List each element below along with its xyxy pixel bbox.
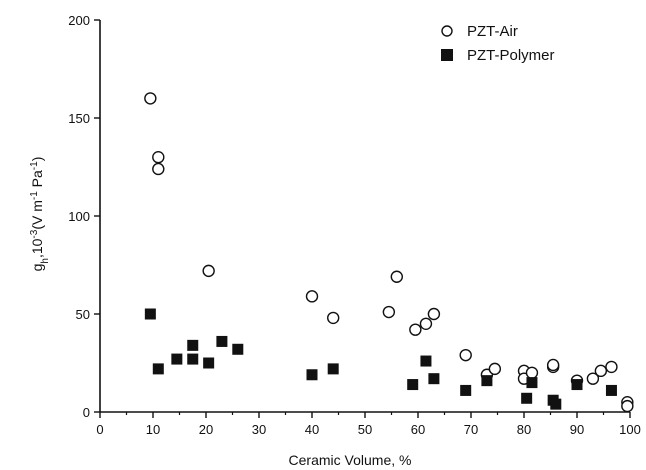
- y-tick-label: 200: [68, 13, 90, 28]
- pzt-polymer-point: [428, 373, 440, 385]
- pzt-air-point: [605, 360, 618, 374]
- pzt-polymer-point: [306, 369, 318, 381]
- pzt-polymer-point: [407, 379, 419, 391]
- pzt-polymer-point: [187, 339, 199, 351]
- pzt-air-point: [382, 305, 396, 319]
- x-tick-label: 0: [96, 422, 103, 437]
- legend-marker-pzt-air: [441, 25, 453, 37]
- y-axis-title-sub: h: [40, 258, 51, 264]
- pzt-polymer-point: [550, 398, 562, 410]
- x-tick-label: 70: [464, 422, 478, 437]
- x-axis-title: Ceramic Volume, %: [289, 452, 412, 468]
- x-tick-label: 80: [517, 422, 531, 437]
- pzt-air-point: [459, 348, 472, 362]
- y-axis-title-sup2: -1: [29, 191, 40, 200]
- legend-label: PZT-Air: [467, 23, 518, 40]
- y-axis-title-close: ): [29, 157, 45, 162]
- y-axis-title: gh,10-3(V m-1 Pa-1): [29, 157, 51, 272]
- pzt-air-point: [586, 372, 600, 385]
- legend-marker-pzt-polymer: [441, 49, 453, 61]
- pzt-air-point: [488, 362, 502, 376]
- pzt-polymer-point: [171, 353, 183, 365]
- pzt-air-point: [152, 162, 165, 176]
- data-marks: [144, 92, 634, 413]
- y-axis-title-mid: ,10: [29, 238, 45, 258]
- x-tick-label: 30: [252, 422, 266, 437]
- x-tick-label: 40: [305, 422, 319, 437]
- x-tick-label: 10: [146, 422, 160, 437]
- y-axis-title-prefix: g: [29, 264, 45, 272]
- pzt-polymer-point: [203, 357, 215, 369]
- y-axis-title-units2: Pa: [29, 170, 45, 191]
- axes: 0 10 20 30 40 50 60 70 80 90 100 0 50 100 150 200: [68, 13, 641, 437]
- y-axis-title-sup3: -1: [29, 161, 40, 170]
- pzt-air-point: [152, 150, 165, 164]
- y-tick-label: 150: [68, 111, 90, 126]
- y-tick-label: 0: [83, 405, 90, 420]
- pzt-air-point: [327, 311, 340, 325]
- pzt-polymer-point: [571, 379, 583, 391]
- pzt-polymer-point: [460, 384, 472, 396]
- y-tick-label: 50: [76, 307, 90, 322]
- y-tick-label: 100: [68, 209, 90, 224]
- pzt-polymer-point: [187, 353, 199, 365]
- x-tick-label: 20: [199, 422, 213, 437]
- legend-label: PZT-Polymer: [467, 47, 555, 64]
- legend: PZT-Air PZT-Polymer: [441, 23, 555, 64]
- pzt-polymer-point: [232, 343, 244, 355]
- pzt-polymer-point: [327, 363, 339, 375]
- pzt-air-point: [419, 317, 433, 330]
- pzt-air-point: [409, 323, 422, 336]
- pzt-air-point: [546, 358, 560, 372]
- pzt-air-point: [621, 399, 634, 413]
- x-tick-label: 100: [619, 422, 641, 437]
- pzt-air-point: [305, 290, 319, 303]
- pzt-polymer-point: [216, 335, 228, 347]
- pzt-polymer-point: [481, 375, 493, 387]
- pzt-polymer-point: [420, 355, 432, 367]
- pzt-air-point: [594, 364, 608, 378]
- pzt-polymer-point: [526, 377, 538, 389]
- x-tick-label: 60: [411, 422, 425, 437]
- pzt-air-point: [144, 92, 157, 105]
- pzt-air-point: [202, 264, 215, 278]
- x-tick-label: 90: [570, 422, 584, 437]
- pzt-polymer-point: [152, 363, 164, 375]
- pzt-polymer-point: [605, 384, 617, 396]
- pzt-air-point: [525, 366, 539, 379]
- y-axis-title-sup1: -3: [29, 229, 40, 238]
- pzt-polymer-point: [521, 392, 533, 404]
- y-axis-title-units: (V m: [29, 200, 45, 230]
- pzt-polymer-point: [144, 308, 156, 320]
- pzt-air-point: [390, 270, 403, 283]
- pzt-air-point: [427, 307, 441, 321]
- x-tick-label: 50: [358, 422, 372, 437]
